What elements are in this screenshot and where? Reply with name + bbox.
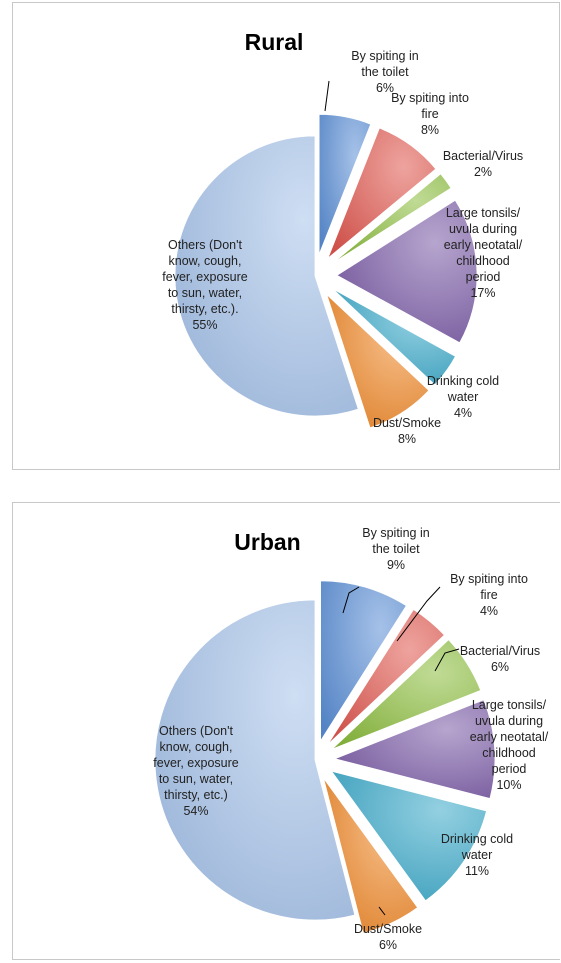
pie-slice	[318, 113, 372, 255]
urban-pie-chart: By spiting in the toilet 9% By spiting into…	[153, 526, 549, 952]
slice-label: Large tonsils/uvula during early neotatal…	[444, 206, 523, 300]
slice-label: Dust/Smoke 8%	[373, 416, 441, 446]
leader-line	[324, 80, 330, 112]
slice-label: By spiting in the toilet 6%	[351, 49, 418, 95]
slice-label: Large tonsils/uvula during early neotatal…	[470, 698, 549, 792]
pie-slice	[174, 135, 359, 417]
pie-slice	[327, 127, 437, 259]
urban-chart-panel: Urban By spiting in the toilet 9% By spitin…	[12, 502, 560, 960]
pie-slice	[154, 599, 356, 921]
chart-title: Rural	[244, 29, 304, 55]
pie-slice	[320, 580, 407, 743]
leader-line	[378, 906, 386, 916]
pie-slice	[331, 639, 482, 750]
pie-slice	[323, 777, 419, 934]
pie-slice	[326, 294, 430, 429]
pie-slice	[327, 608, 445, 745]
chart-title: Urban	[234, 529, 301, 555]
slice-label: Others (Don't know, cough, fever, exposure…	[162, 238, 248, 332]
slice-label: Drinking cold water 4%	[427, 374, 499, 420]
leader-line	[396, 586, 441, 642]
slice-label: Bacterial/Virus 2%	[443, 149, 523, 179]
pie-slice	[330, 770, 488, 902]
slice-label: Dust/Smoke 6%	[354, 922, 422, 952]
pie-slice	[336, 199, 478, 344]
leader-line	[434, 648, 460, 672]
rural-chart-panel: Rural By spiting in the toilet 6% By spitin…	[12, 2, 560, 470]
slice-label: By spiting in the toilet 9%	[362, 526, 429, 572]
pie-slice	[332, 173, 452, 264]
slice-label: Drinking cold water 11%	[441, 832, 513, 878]
pie-slice	[332, 288, 457, 386]
slice-label: Bacterial/Virus 6%	[460, 644, 540, 674]
slice-label: By spiting into fire 8%	[391, 91, 469, 137]
leader-line	[342, 586, 360, 614]
slice-label: By spiting into fire 4%	[450, 572, 528, 618]
pie-slice	[333, 699, 496, 800]
rural-pie-chart: By spiting in the toilet 6%By spiting into…	[162, 49, 523, 446]
slice-label: Others (Don't know, cough, fever, exposure…	[153, 724, 239, 818]
